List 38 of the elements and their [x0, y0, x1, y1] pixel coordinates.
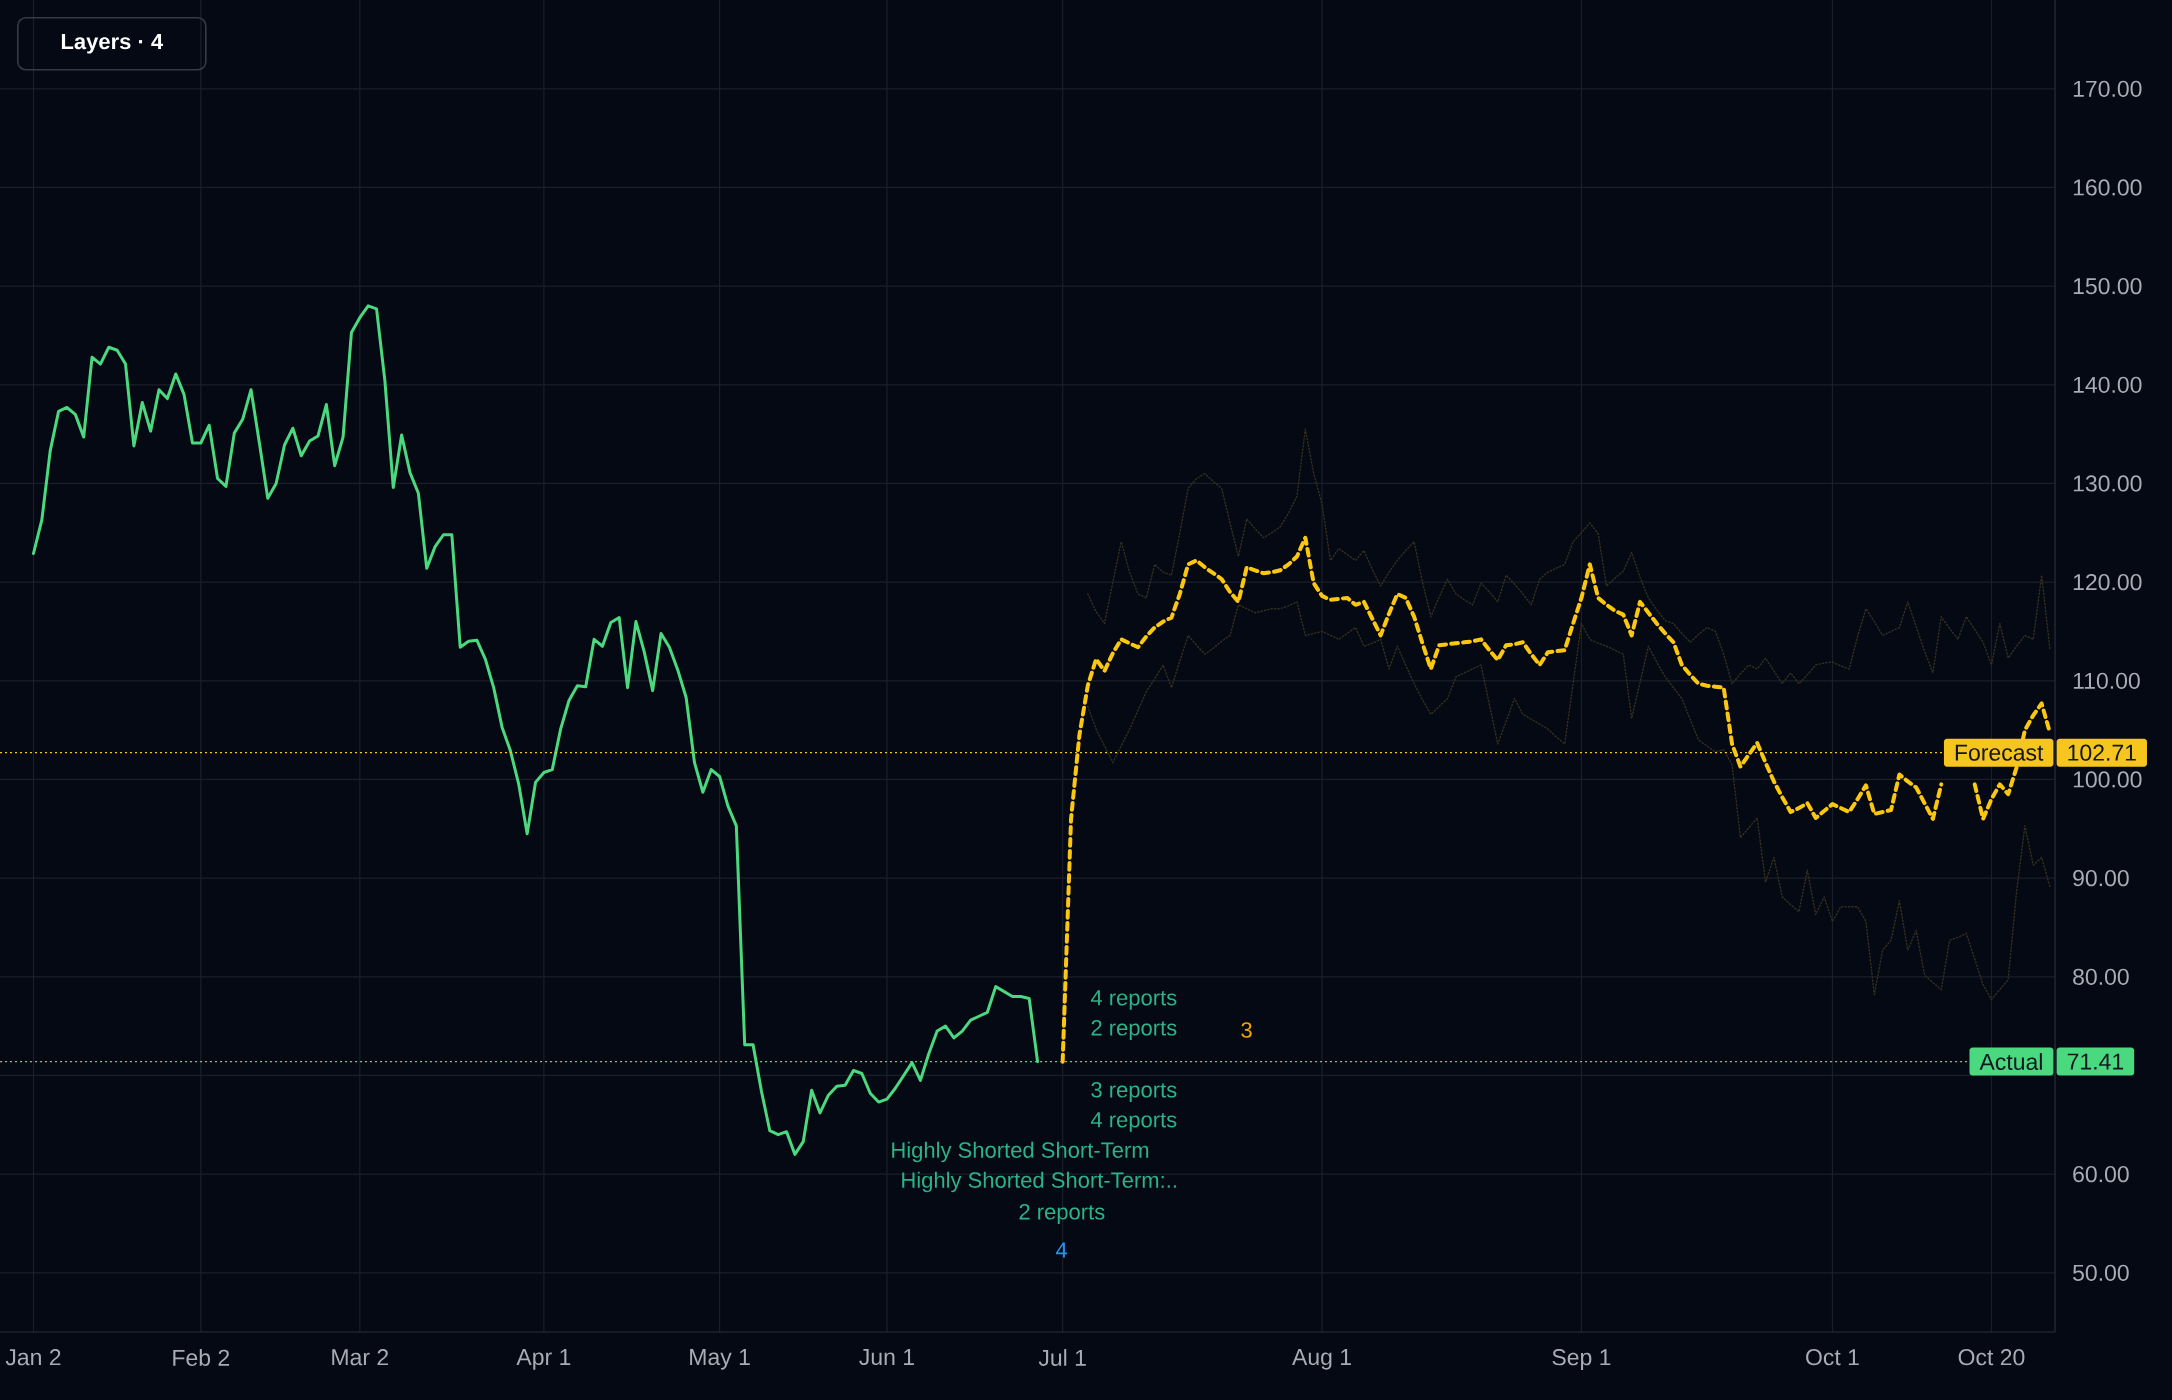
annotation: Highly Shorted Short-Term:.. — [902, 1171, 1176, 1193]
annotation: 3 — [1241, 1022, 1252, 1038]
x-tick-label: Oct 20 — [1958, 1349, 2025, 1366]
y-tick-label: 160.00 — [2073, 179, 2142, 196]
y-tick-label: 110.00 — [2073, 672, 2140, 689]
annotation: 4 reports — [1090, 1112, 1177, 1132]
text: 102.71 — [2068, 744, 2136, 761]
x-tick-label: Mar 2 — [332, 1349, 389, 1366]
line-series — [1087, 428, 2051, 685]
annotation: 3 reports — [1091, 1082, 1177, 1102]
annotation: 2 reports — [1019, 1204, 1105, 1224]
y-tick-label: 60.00 — [2073, 1165, 2129, 1183]
y-tick-label: 100.00 — [2073, 771, 2142, 788]
x-tick-label: Sep 1 — [1552, 1349, 1611, 1370]
text: 71.41 — [2067, 1053, 2124, 1070]
x-tick-label: May 1 — [690, 1349, 750, 1370]
y-tick-label: 90.00 — [2073, 869, 2129, 887]
x-tick-label: Oct 1 — [1806, 1349, 1859, 1366]
y-tick-label: 170.00 — [2073, 80, 2142, 97]
x-tick-label: Apr 1 — [516, 1349, 571, 1370]
y-tick-label: 140.00 — [2073, 376, 2142, 393]
x-tick-label: Jul 1 — [1038, 1349, 1086, 1366]
x-tick-label: Feb 2 — [173, 1349, 230, 1366]
y-tick-label: 120.00 — [2073, 573, 2142, 591]
y-tick-label: 150.00 — [2073, 277, 2142, 295]
x-tick-label: Jun 1 — [859, 1349, 914, 1366]
y-tick-label: 130.00 — [2073, 475, 2142, 492]
ref-line-label: Actual — [1979, 1053, 2042, 1070]
x-tick-label: Jan 2 — [5, 1349, 61, 1366]
y-tick-label: 50.00 — [2073, 1264, 2129, 1281]
y-tick-label: 80.00 — [2073, 968, 2129, 985]
annotation: 2 reports — [1091, 1020, 1177, 1040]
annotation: 4 — [1055, 1242, 1067, 1258]
ref-line-label: Forecast — [1955, 744, 2044, 761]
x-tick-label: Aug 1 — [1292, 1349, 1351, 1370]
annotation: Layers · 4 — [61, 33, 164, 54]
annotation: 4 reports — [1090, 990, 1177, 1010]
annotation: Highly Shorted Short-Term — [892, 1141, 1149, 1163]
